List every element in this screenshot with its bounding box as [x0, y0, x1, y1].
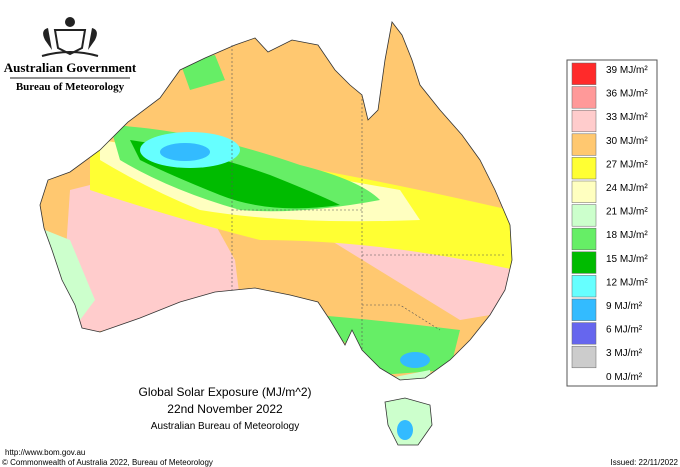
legend-label: 15 MJ/m² [606, 254, 648, 265]
legend-label: 6 MJ/m² [606, 325, 643, 336]
legend-swatch [571, 133, 597, 156]
legend-swatch [571, 251, 597, 274]
coat-of-arms [41, 17, 99, 57]
footer-issued: Issued: 22/11/2022 [611, 458, 679, 467]
legend-label: 36 MJ/m² [606, 89, 648, 100]
legend-label: 18 MJ/m² [606, 230, 648, 241]
legend: 39 MJ/m² 36 MJ/m² 33 MJ/m² 30 MJ/m² 27 MJ/m²… [566, 59, 658, 387]
map-source: Australian Bureau of Meteorology [151, 421, 299, 432]
legend-label: 9 MJ/m² [606, 301, 643, 312]
legend-swatch [571, 86, 597, 109]
legend-label: 39 MJ/m² [606, 65, 648, 76]
legend-swatch [571, 345, 597, 369]
government-name: Australian Government [4, 60, 137, 75]
legend-swatch [571, 157, 597, 180]
legend-label: 0 MJ/m² [606, 372, 643, 383]
map-date: 22nd November 2022 [167, 402, 283, 416]
legend-swatch [571, 227, 597, 251]
legend-swatch [571, 180, 597, 203]
legend-swatch [571, 62, 597, 85]
legend-swatch [571, 322, 597, 345]
legend-label: 33 MJ/m² [606, 112, 648, 123]
state-borders [231, 45, 505, 350]
legend-swatch [571, 298, 597, 321]
legend-label: 24 MJ/m² [606, 183, 648, 194]
legend-label: 30 MJ/m² [606, 136, 648, 147]
legend-label: 3 MJ/m² [606, 348, 643, 359]
legend-label: 27 MJ/m² [606, 159, 648, 170]
footer-copyright: © Commonwealth of Australia 2022, Bureau… [2, 458, 213, 467]
legend-swatch [571, 275, 597, 298]
footer-url: http://www.bom.gov.au [5, 448, 85, 457]
agency-name: Bureau of Meteorology [16, 81, 125, 93]
legend-label: 12 MJ/m² [606, 277, 648, 288]
legend-label: 21 MJ/m² [606, 207, 648, 218]
legend-swatch [571, 109, 597, 133]
legend-swatch [571, 204, 597, 227]
map-title: Global Solar Exposure (MJ/m^2) [138, 385, 311, 399]
